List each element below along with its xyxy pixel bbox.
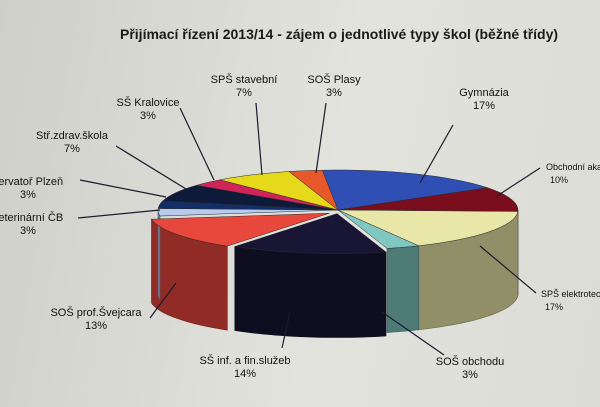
slice-percent-1: 10% bbox=[550, 175, 568, 185]
leader-line-7 bbox=[79, 179, 167, 198]
pie-slice-0 bbox=[321, 169, 488, 211]
slice-label-10: SPŠ stavební bbox=[211, 73, 278, 86]
pie-slice-8 bbox=[161, 185, 339, 211]
slice-percent-11: 3% bbox=[326, 87, 342, 99]
leader-line-2 bbox=[479, 245, 537, 294]
leader-line-10 bbox=[255, 102, 263, 176]
leader-line-6 bbox=[77, 209, 161, 219]
slice-label-11: SOŠ Plasy bbox=[307, 73, 361, 86]
slice-percent-3: 3% bbox=[462, 369, 478, 381]
pie-slice-2 bbox=[337, 209, 519, 247]
pie-side-4 bbox=[234, 246, 387, 338]
pie-sides bbox=[151, 210, 519, 338]
leader-line-4 bbox=[281, 311, 291, 349]
slice-percent-2: 17% bbox=[545, 302, 563, 312]
slice-label-2: SPŠ elektrotechnická bbox=[541, 289, 600, 299]
slice-percent-6: 3% bbox=[20, 225, 36, 237]
leader-line-1 bbox=[496, 167, 541, 197]
pie-slice-4 bbox=[234, 213, 387, 254]
slice-percent-8: 7% bbox=[64, 143, 80, 155]
slice-label-9: SŠ Kralovice bbox=[117, 96, 180, 109]
chart-title: Přijímací řízení 2013/14 - zájem o jedno… bbox=[120, 26, 559, 42]
slice-percent-5: 13% bbox=[85, 320, 107, 332]
leader-line-3 bbox=[381, 311, 445, 356]
leader-line-9 bbox=[179, 107, 215, 181]
slice-percent-9: 3% bbox=[140, 110, 156, 122]
leader-line-5 bbox=[149, 282, 177, 319]
slice-label-8: Stř.zdrav.škola bbox=[36, 130, 109, 142]
slice-percent-4: 14% bbox=[234, 368, 256, 380]
slice-percent-10: 7% bbox=[236, 87, 252, 99]
slice-label-0: Gymnázia bbox=[459, 87, 509, 99]
slice-label-5: SOŠ prof.Švejcara bbox=[50, 306, 142, 319]
pie-slice-1 bbox=[337, 187, 519, 212]
slice-label-3: SOŠ obchodu bbox=[436, 355, 505, 368]
leader-line-8 bbox=[115, 145, 187, 190]
pie-slice-10 bbox=[219, 171, 339, 211]
slice-label-4: SŠ inf. a fin.služeb bbox=[199, 354, 290, 367]
pie-tops bbox=[150, 169, 519, 254]
leader-line-0 bbox=[419, 124, 454, 184]
slice-label-7: zervatoř Plzeň bbox=[0, 176, 63, 188]
pie-slice-3 bbox=[337, 209, 420, 249]
slice-label-1: Obchodní akademie bbox=[546, 162, 600, 172]
leader-line-11 bbox=[315, 102, 327, 174]
slice-label-6: veterinární ČB bbox=[0, 211, 63, 224]
pie-slice-5 bbox=[150, 212, 330, 247]
slice-percent-0: 17% bbox=[473, 100, 495, 112]
pie-side-3 bbox=[386, 245, 419, 333]
pie-slice-11 bbox=[288, 169, 339, 211]
slice-percent-7: 3% bbox=[20, 189, 36, 201]
